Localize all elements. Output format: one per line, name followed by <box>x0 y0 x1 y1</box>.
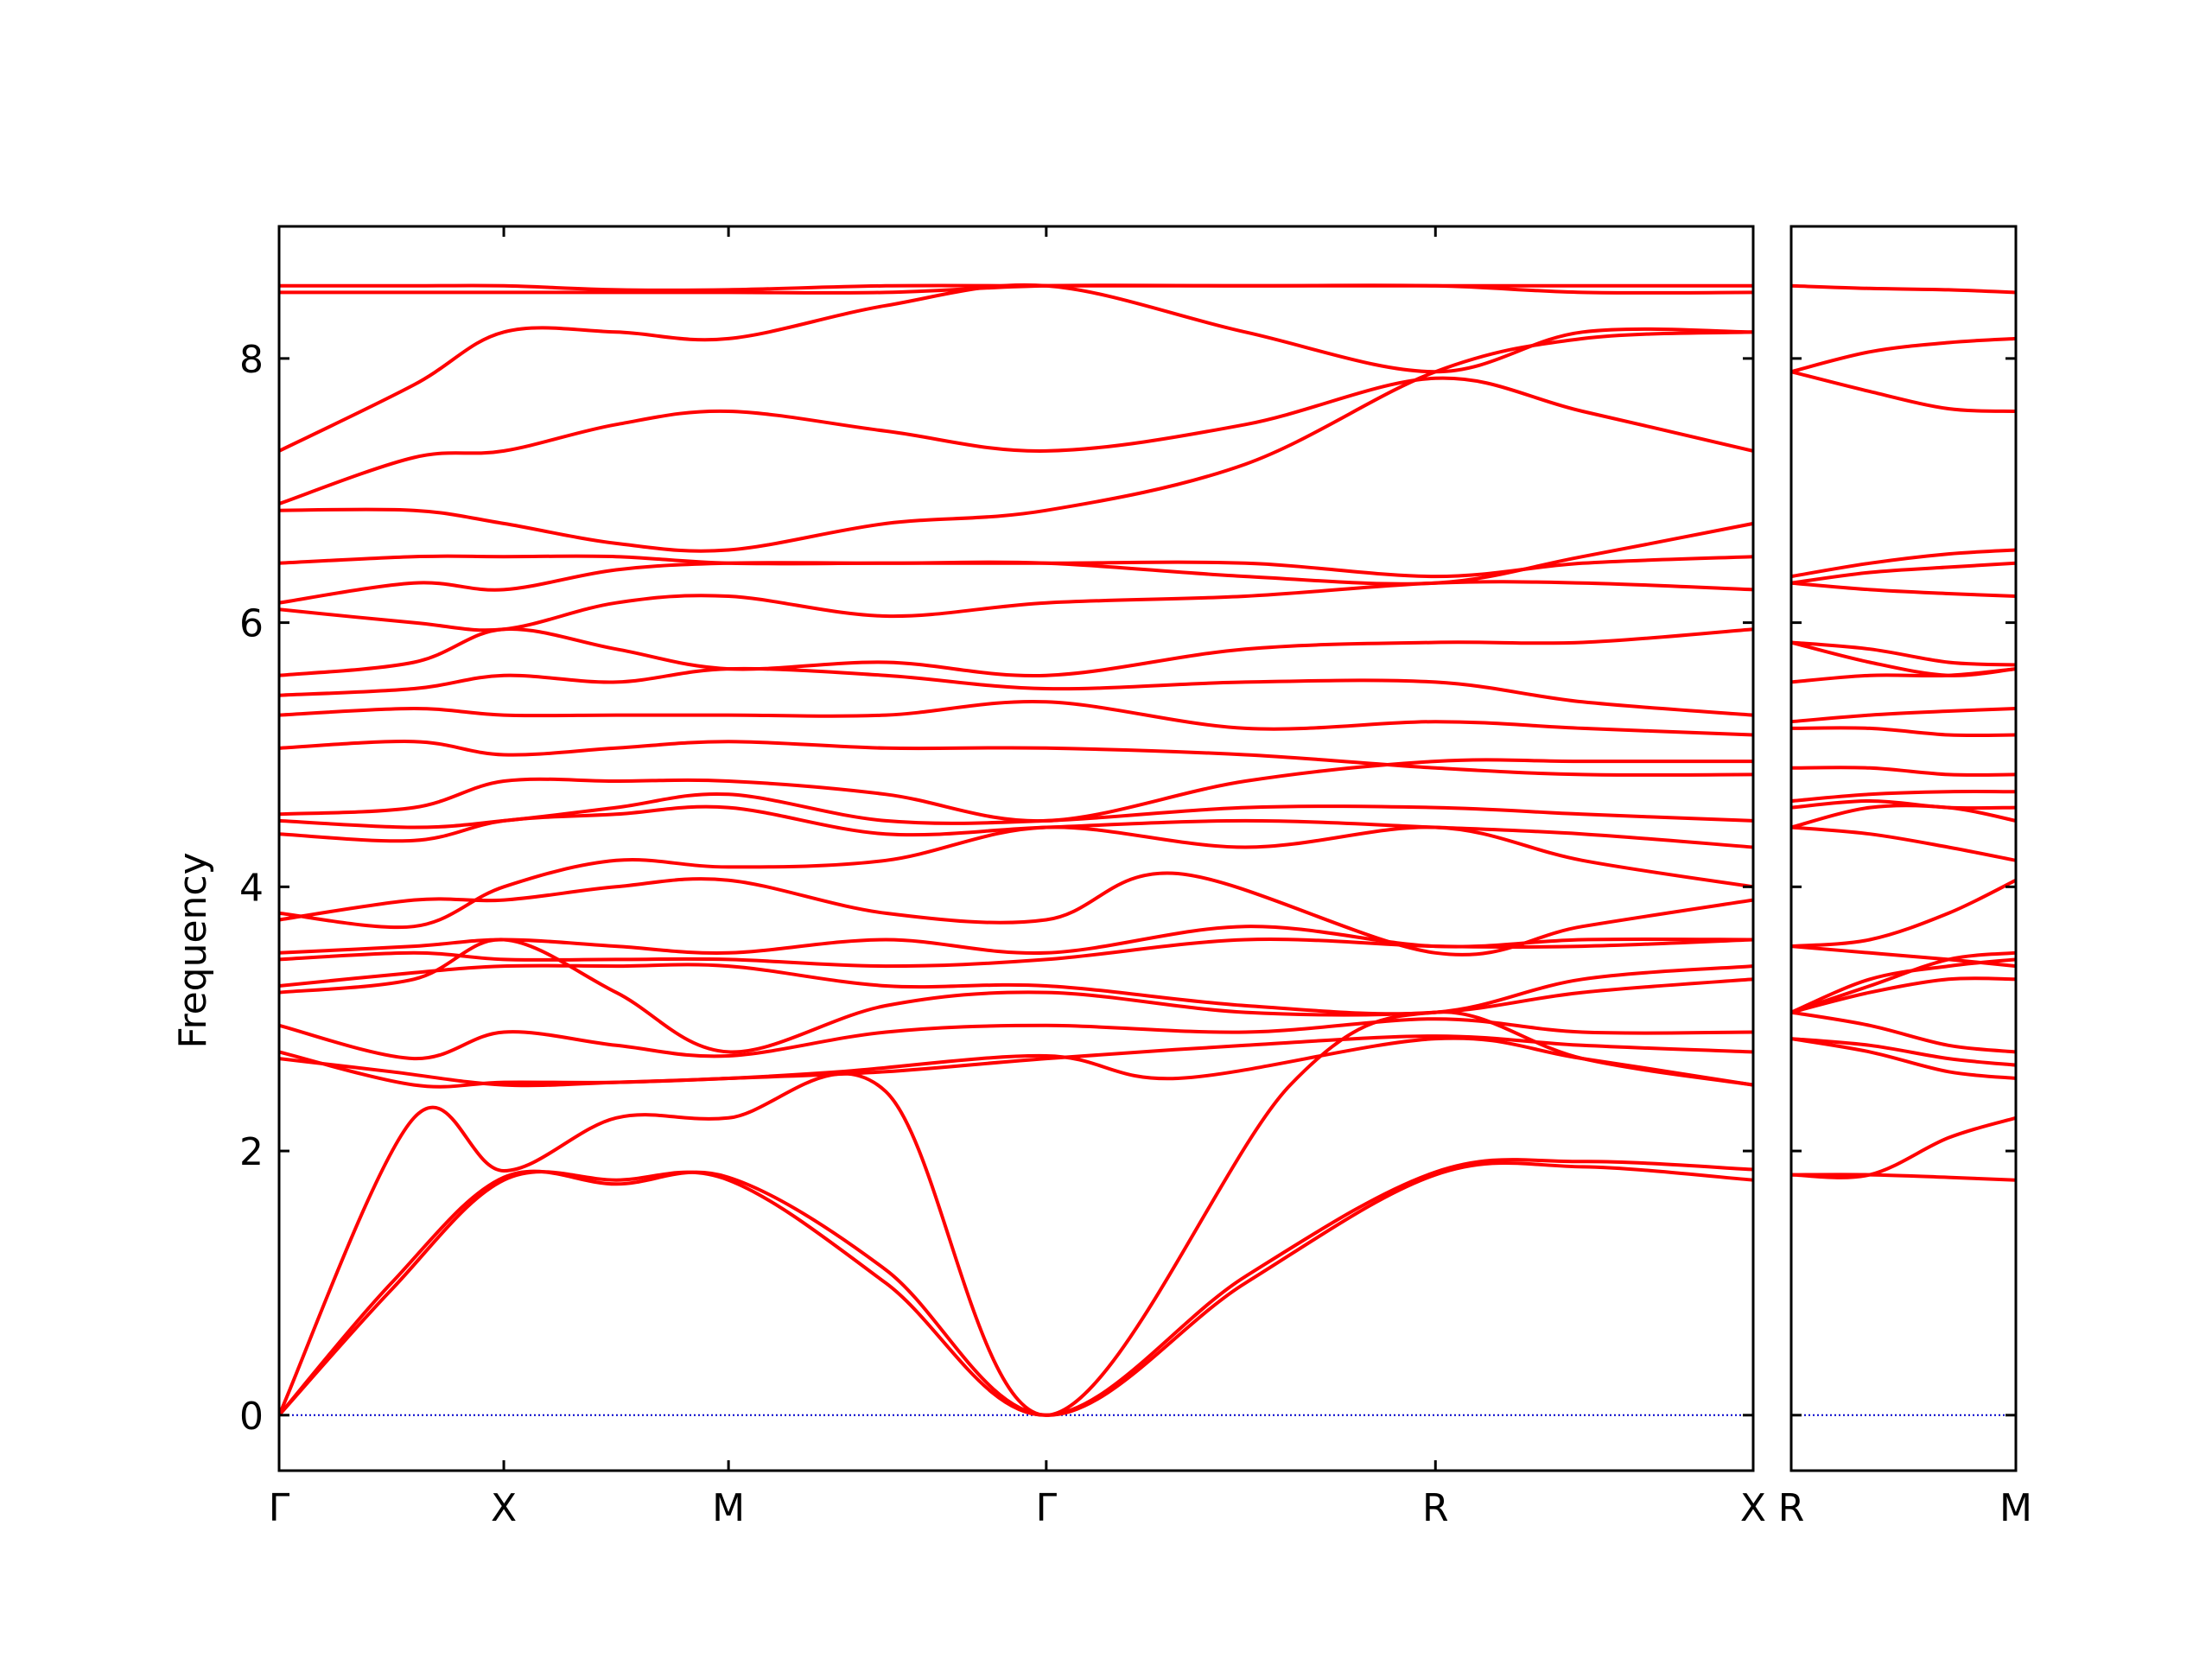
x-tick-label: Γ <box>1036 1486 1058 1530</box>
band-line <box>1791 976 2016 1014</box>
band-line <box>279 938 1753 1054</box>
band-line <box>1791 336 2016 374</box>
band-line <box>279 283 1753 292</box>
band-line <box>279 963 1753 1016</box>
band-line <box>1791 799 2016 810</box>
y-tick-label: 8 <box>239 338 264 382</box>
y-tick-label: 6 <box>239 602 264 646</box>
band-line <box>279 580 1753 632</box>
band-line <box>1791 283 2016 295</box>
y-tick-label: 4 <box>239 866 264 910</box>
band-line <box>1791 1173 2016 1182</box>
plot-frame <box>1789 225 2018 1472</box>
band-line <box>279 758 1753 823</box>
band-line <box>279 376 1753 505</box>
band-line <box>279 283 1753 295</box>
band-group <box>279 283 1753 1417</box>
band-line <box>1791 950 2016 1014</box>
band-group <box>1791 283 2016 1182</box>
band-line <box>279 871 1753 957</box>
band-line <box>279 666 1753 717</box>
x-tick-label: M <box>712 1486 745 1530</box>
y-tick-label: 0 <box>239 1395 264 1439</box>
band-line <box>1791 944 2016 969</box>
band-line <box>1791 1037 2016 1080</box>
band-line <box>279 1017 1753 1061</box>
band-line <box>279 791 1753 830</box>
main-panel: Γ X M Γ R X 0 2 4 6 8 <box>239 225 1766 1530</box>
band-line <box>279 925 1753 956</box>
x-tick-label: M <box>1999 1486 2032 1530</box>
band-line <box>1791 561 2016 585</box>
band-line <box>279 521 1753 586</box>
band-line <box>279 1158 1753 1417</box>
band-line <box>1791 707 2016 724</box>
band-line <box>1791 790 2016 803</box>
band-line <box>1791 1010 2016 1054</box>
x-tick-label: R <box>1422 1486 1449 1530</box>
band-line <box>279 1010 1753 1417</box>
x-tick-label: X <box>1740 1486 1766 1530</box>
x-tick-label: R <box>1778 1486 1805 1530</box>
band-line <box>1791 640 2016 667</box>
band-line <box>1791 825 2016 862</box>
band-line <box>279 938 1753 969</box>
band-line <box>279 283 1753 453</box>
band-line <box>279 1036 1753 1088</box>
band-line <box>279 825 1753 930</box>
band-line <box>279 626 1753 677</box>
band-line <box>1791 804 2016 830</box>
plot-frame <box>277 225 1755 1472</box>
x-tick-label: Γ <box>269 1486 290 1530</box>
band-line <box>1791 548 2016 579</box>
x-tick-label: X <box>491 1486 517 1530</box>
band-line <box>1791 1116 2016 1179</box>
band-line <box>279 740 1753 777</box>
band-line <box>1791 640 2016 677</box>
band-line <box>279 1034 1753 1089</box>
band-line <box>1791 726 2016 738</box>
band-line <box>279 330 1753 553</box>
band-line <box>1791 370 2016 413</box>
band-line <box>279 1161 1753 1417</box>
band-line <box>1791 766 2016 777</box>
band-line <box>1791 878 2016 949</box>
band-line <box>1791 581 2016 598</box>
y-tick-label: 2 <box>239 1130 264 1174</box>
band-line <box>279 700 1753 737</box>
y-axis-label: Frequency <box>171 852 215 1048</box>
band-line <box>1791 1037 2016 1067</box>
